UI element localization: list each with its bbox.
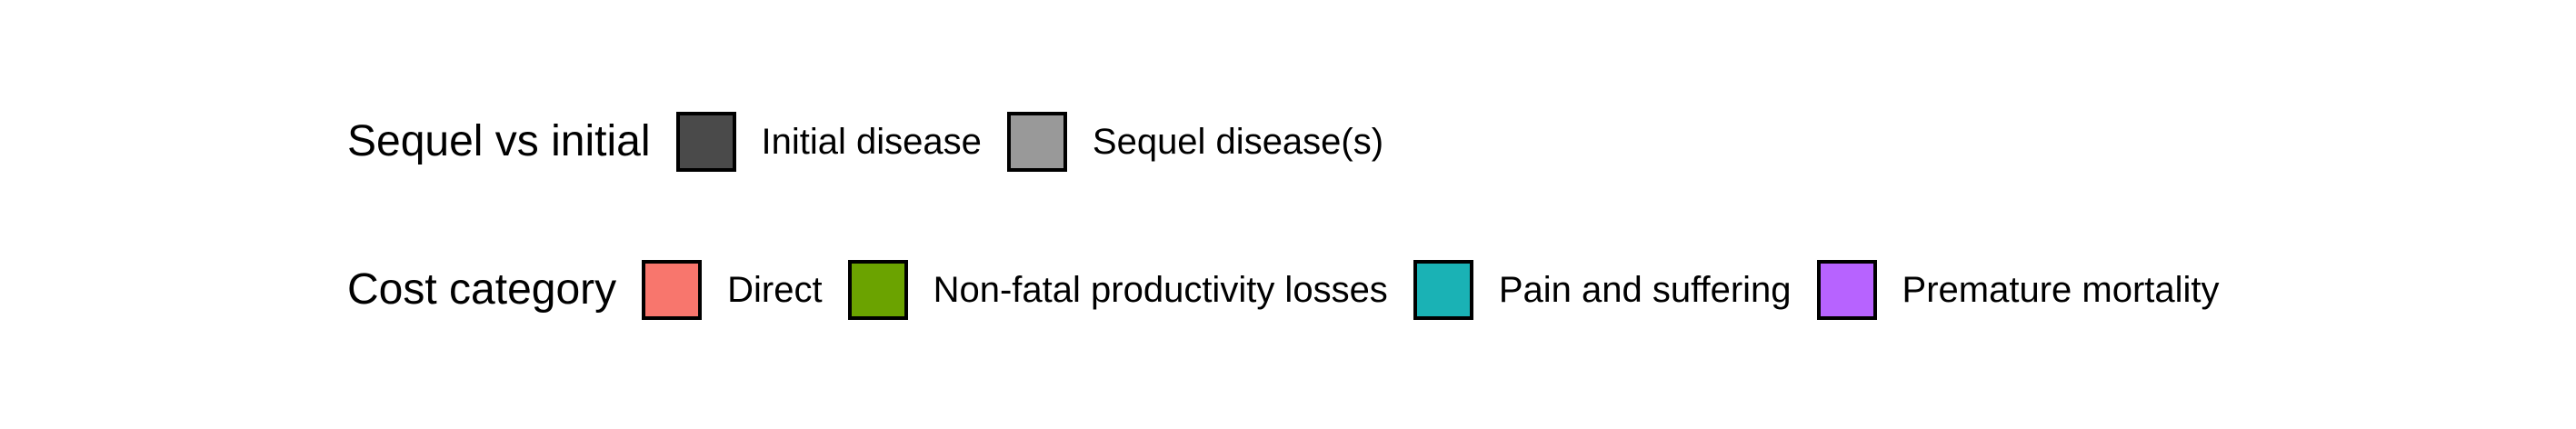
legend-item-initial-disease: Initial disease [675, 112, 982, 172]
swatch-non-fatal-productivity-losses [847, 260, 908, 320]
legend-label: Pain and suffering [1498, 270, 1792, 310]
legend-label: Non-fatal productivity losses [933, 270, 1388, 310]
legend-item-pain-and-suffering: Pain and suffering [1413, 260, 1792, 320]
legend-item-non-fatal-productivity-losses: Non-fatal productivity losses [847, 260, 1388, 320]
swatch-premature-mortality [1816, 260, 1877, 320]
swatch-direct [642, 260, 703, 320]
legend-label: Premature mortality [1902, 270, 2220, 310]
legend-cost-category: Cost category Direct Non-fatal productiv… [347, 259, 2245, 321]
legend-sequel-vs-initial: Sequel vs initial Initial disease Sequel… [347, 111, 1409, 173]
swatch-pain-and-suffering [1413, 260, 1473, 320]
legend-label: Sequel disease(s) [1092, 122, 1384, 162]
legend-label: Direct [727, 270, 823, 310]
swatch-initial-disease [675, 112, 736, 172]
legend-item-premature-mortality: Premature mortality [1816, 260, 2220, 320]
legend-title: Cost category [347, 265, 617, 314]
legend-label: Initial disease [761, 122, 982, 162]
swatch-sequel-disease [1006, 112, 1067, 172]
legend-item-sequel-disease: Sequel disease(s) [1006, 112, 1384, 172]
legend-item-direct: Direct [642, 260, 823, 320]
legend-title: Sequel vs initial [347, 117, 651, 165]
